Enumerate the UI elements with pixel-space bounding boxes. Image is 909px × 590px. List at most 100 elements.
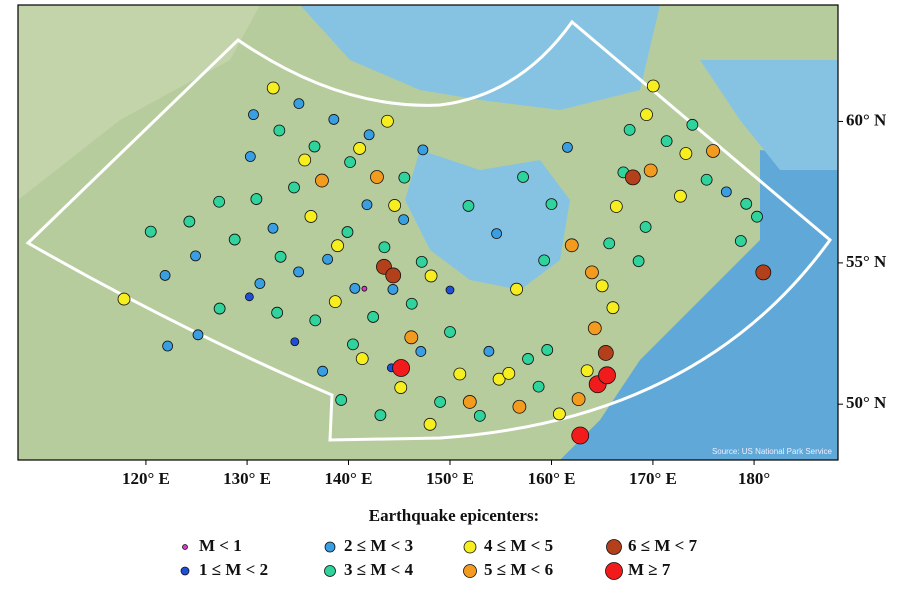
epicenter bbox=[587, 321, 602, 336]
study-region bbox=[25, 19, 833, 442]
epicenter bbox=[190, 250, 201, 262]
epicenter bbox=[415, 346, 427, 357]
lon-tick-label: 130° E bbox=[223, 469, 271, 488]
epicenter bbox=[755, 264, 772, 281]
lon-tick-label: 140° E bbox=[325, 469, 373, 488]
epicenter bbox=[623, 123, 636, 136]
epicenter bbox=[398, 171, 411, 184]
epicenter bbox=[304, 210, 318, 223]
lat-tick-label: 50° N bbox=[846, 393, 887, 412]
epicenter bbox=[244, 151, 256, 162]
basemap bbox=[18, 5, 838, 460]
legend-title: Earthquake epicenters: bbox=[369, 506, 539, 525]
epicenter bbox=[328, 114, 340, 125]
epicenter bbox=[483, 345, 495, 357]
epicenter bbox=[532, 380, 545, 393]
epicenter bbox=[424, 269, 438, 283]
arctic-ocean bbox=[300, 5, 660, 110]
epicenter bbox=[646, 79, 660, 93]
epicenter bbox=[353, 142, 367, 155]
lon-tick-label: 160° E bbox=[528, 469, 576, 488]
epicenter bbox=[491, 228, 503, 240]
epicenter bbox=[538, 254, 551, 267]
epicenter bbox=[462, 395, 477, 409]
highland bbox=[18, 5, 260, 200]
epicenter bbox=[522, 353, 534, 365]
epicenter bbox=[290, 337, 300, 347]
epicenter bbox=[213, 195, 226, 208]
legend: M < 1 1 ≤ M < 2 2 ≤ M < 3 3 ≤ M < 4 4 ≤ M < … bbox=[180, 536, 698, 580]
epicenter bbox=[392, 359, 410, 377]
lat-tick-label: 60° N bbox=[846, 110, 887, 129]
epicenter bbox=[492, 372, 506, 386]
epicenter bbox=[192, 329, 204, 341]
legend-label: M ≥ 7 bbox=[628, 560, 671, 579]
epicenter bbox=[328, 295, 342, 309]
epicenter bbox=[183, 215, 196, 228]
epicenter bbox=[293, 98, 305, 110]
epicenter bbox=[349, 282, 361, 294]
epicenter bbox=[267, 222, 279, 234]
legend-label: 4 ≤ M < 5 bbox=[484, 536, 553, 555]
epicenter bbox=[331, 239, 344, 253]
epicenter bbox=[686, 118, 699, 131]
epicenter bbox=[405, 297, 418, 310]
epicenter bbox=[363, 129, 375, 141]
epicenter bbox=[398, 214, 410, 226]
epicenter bbox=[322, 253, 334, 265]
epicenter bbox=[388, 199, 402, 212]
epicenter bbox=[580, 364, 594, 378]
epicenter bbox=[370, 170, 384, 184]
epicenter bbox=[266, 81, 280, 95]
epicenter bbox=[355, 352, 369, 366]
epicenter bbox=[248, 109, 259, 121]
epicenter bbox=[462, 200, 475, 212]
epicenter bbox=[640, 108, 653, 122]
epicenter bbox=[361, 199, 373, 211]
epicenter bbox=[720, 186, 732, 198]
epicenter bbox=[347, 338, 359, 351]
epicenter bbox=[335, 394, 348, 406]
epicenter bbox=[541, 344, 554, 356]
epicenter bbox=[159, 270, 171, 281]
epicenter bbox=[453, 367, 467, 381]
epicenter bbox=[308, 140, 321, 153]
legend-marker bbox=[605, 562, 623, 580]
epicenter bbox=[603, 237, 616, 250]
epicenter bbox=[374, 409, 387, 422]
epicenter bbox=[404, 330, 419, 345]
epicenter bbox=[254, 278, 266, 289]
legend-label: 6 ≤ M < 7 bbox=[628, 536, 698, 555]
epicenter bbox=[674, 189, 687, 203]
source-note: Source: US National Park Service bbox=[712, 447, 833, 456]
epicenter bbox=[639, 221, 652, 233]
epicenter bbox=[273, 124, 286, 137]
epicenter bbox=[564, 238, 579, 253]
epicenter bbox=[552, 407, 566, 421]
epicenter bbox=[162, 340, 174, 352]
epicenter bbox=[213, 302, 226, 315]
epicenter bbox=[510, 282, 523, 296]
epicenter bbox=[341, 226, 354, 238]
legend-marker bbox=[182, 544, 188, 550]
legend-label: 1 ≤ M < 2 bbox=[199, 560, 268, 579]
epicenter bbox=[545, 198, 558, 210]
epicenter bbox=[228, 233, 241, 246]
epicenter bbox=[293, 266, 305, 278]
epicenter bbox=[274, 250, 287, 263]
epicenter bbox=[288, 181, 300, 194]
epicenter bbox=[144, 225, 157, 238]
epicenter bbox=[387, 284, 399, 295]
lon-tick-label: 120° E bbox=[122, 469, 170, 488]
epicenter bbox=[381, 114, 394, 128]
epicenter bbox=[571, 392, 586, 407]
epicenter bbox=[444, 326, 456, 338]
epicenter bbox=[117, 292, 131, 306]
epicenter bbox=[624, 169, 641, 186]
legend-label: M < 1 bbox=[199, 536, 242, 555]
epicenter bbox=[415, 255, 428, 268]
epicenter bbox=[502, 366, 516, 380]
epicenter bbox=[309, 314, 322, 327]
legend-marker bbox=[324, 541, 336, 553]
epicenter bbox=[740, 197, 753, 210]
